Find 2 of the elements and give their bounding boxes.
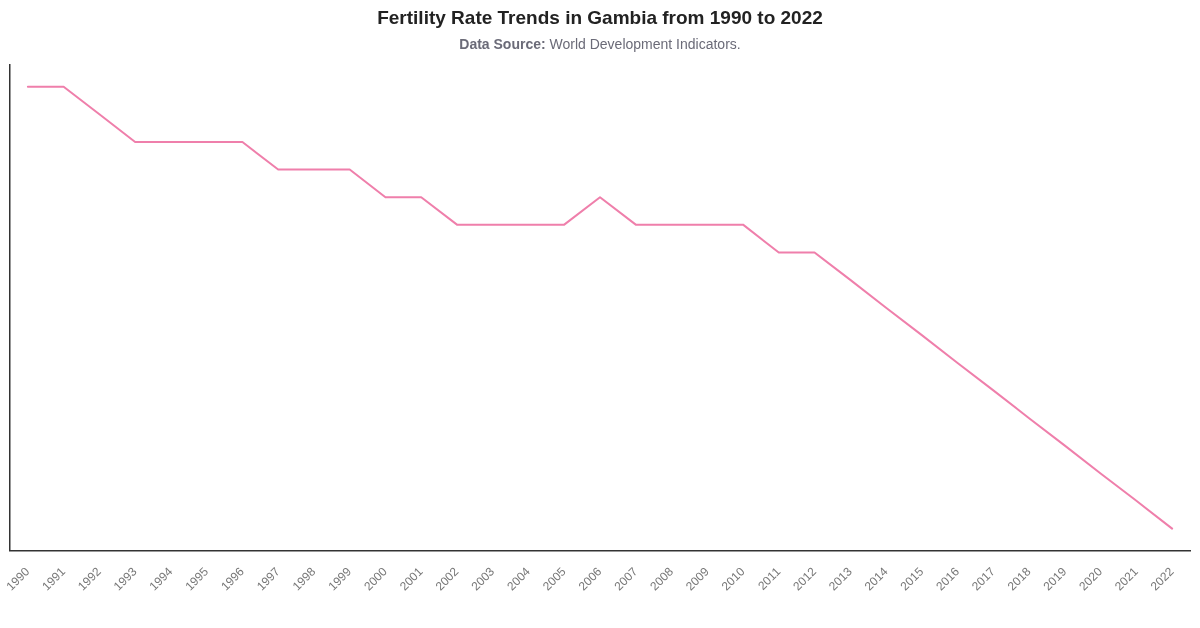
chart-title: Fertility Rate Trends in Gambia from 1990 to 2022 (376, 6, 824, 30)
chart-subtitle: Data Source: World Development Indicators. (458, 35, 742, 53)
